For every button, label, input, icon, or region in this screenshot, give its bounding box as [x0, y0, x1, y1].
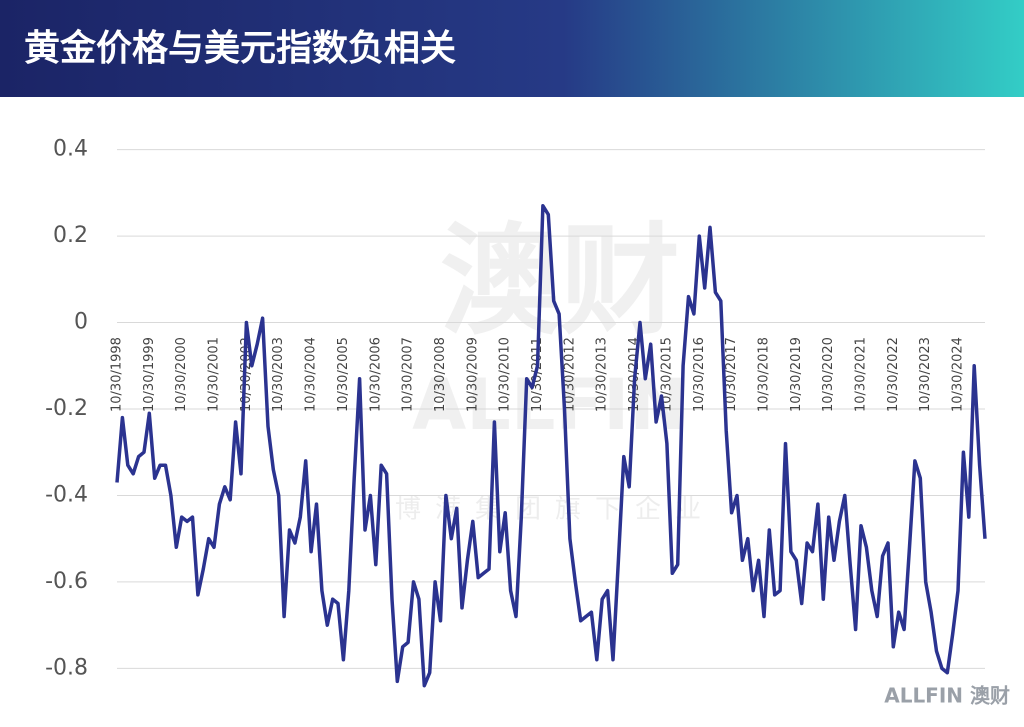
x-tick-label: 10/30/2009	[465, 337, 480, 412]
x-tick-label: 10/30/2001	[207, 337, 222, 412]
x-tick-label: 10/30/2016	[692, 337, 707, 412]
y-tick-label: -0.4	[45, 482, 88, 507]
x-tick-label: 10/30/2004	[304, 337, 319, 412]
x-tick-label: 10/30/2018	[756, 337, 771, 412]
x-tick-label: 10/30/2000	[174, 337, 189, 412]
x-tick-label: 10/30/2006	[368, 337, 383, 412]
x-tick-label: 10/30/2011	[530, 337, 545, 412]
y-tick-label: -0.6	[45, 569, 88, 594]
x-tick-label: 10/30/2005	[336, 337, 351, 412]
x-tick-label: 10/30/2019	[789, 337, 804, 412]
data-line	[115, 204, 987, 688]
x-tick-label: 10/30/2023	[918, 337, 933, 412]
x-tick-label: 10/30/2024	[951, 337, 966, 412]
x-tick-label: 10/30/2015	[659, 337, 674, 412]
watermark: ALLFIN	[412, 364, 688, 446]
y-tick-label: -0.8	[45, 655, 88, 680]
x-tick-label: 10/30/1998	[110, 337, 125, 412]
x-tick-label: 10/30/2003	[271, 337, 286, 412]
y-tick-label: 0.2	[53, 223, 88, 248]
y-tick-label: 0.4	[53, 137, 88, 162]
x-tick-label: 10/30/2012	[562, 337, 577, 412]
x-tick-label: 10/30/2013	[595, 337, 610, 412]
y-tick-label: 0	[74, 310, 88, 335]
logo: ALLFIN 澳财	[884, 684, 1010, 708]
y-tick-label: -0.2	[45, 396, 88, 421]
x-tick-label: 10/30/2008	[433, 337, 448, 412]
x-tick-label: 10/30/1999	[142, 337, 157, 412]
x-tick-label: 10/30/2007	[401, 337, 416, 412]
x-tick-label: 10/30/2021	[854, 337, 869, 412]
watermark: 博满集团旗下企业	[395, 495, 715, 525]
x-tick-label: 10/30/2010	[498, 337, 513, 412]
x-tick-label: 10/30/2020	[821, 337, 836, 412]
x-tick-label: 10/30/2022	[886, 337, 901, 412]
chart-title: 黄金价格与美元指数负相关	[24, 27, 456, 69]
x-tick-label: 10/30/2017	[724, 337, 739, 412]
header-bar	[0, 0, 1024, 97]
